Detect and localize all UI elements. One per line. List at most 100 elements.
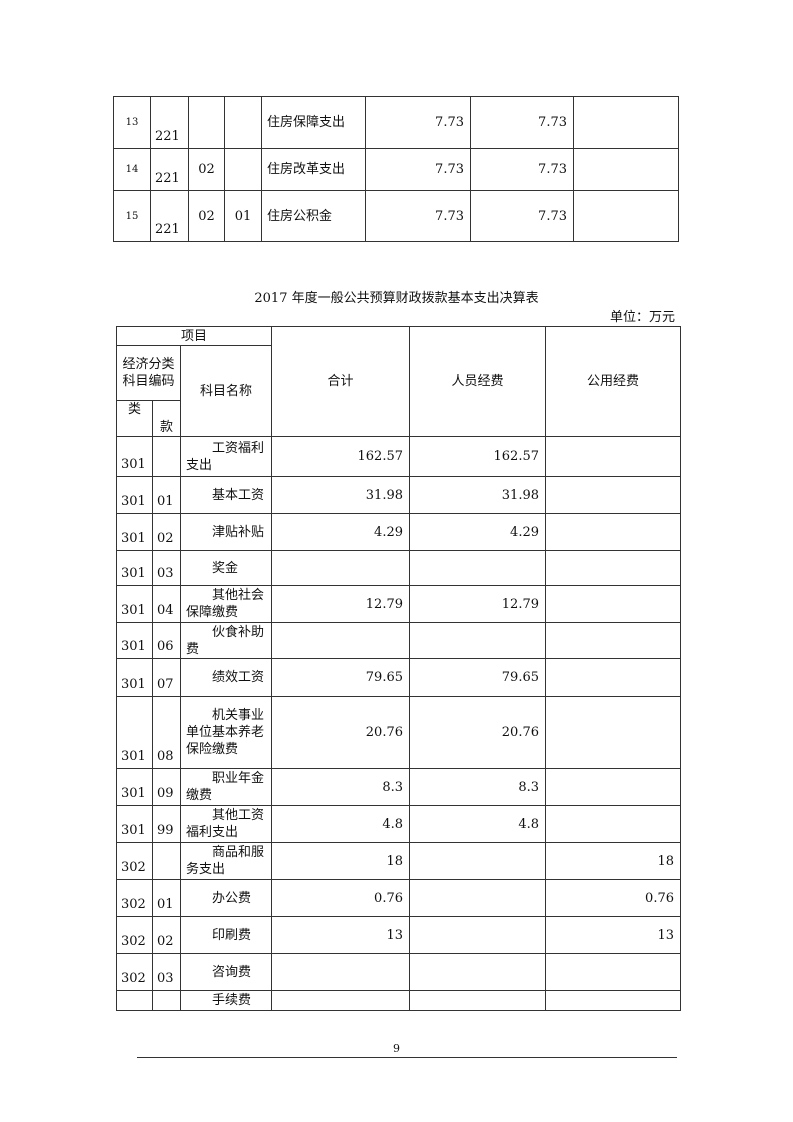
code-kuan: 02 xyxy=(188,190,225,242)
row-number: 14 xyxy=(113,148,151,191)
value-personnel: 8.3 xyxy=(409,768,546,806)
item-name: 手续费 xyxy=(180,990,272,1011)
code-lei: 221 xyxy=(150,148,189,191)
table-row: 14 221 02 住房改革支出 7.73 7.73 xyxy=(113,148,679,191)
table-row: 301 06 伙食补助费 xyxy=(116,622,681,659)
table-row: 手续费 xyxy=(116,990,681,1011)
code-kuan: 01 xyxy=(152,476,181,514)
item-name: 住房保障支出 xyxy=(261,96,366,149)
value-basic: 7.73 xyxy=(470,148,574,191)
value-personnel: 12.79 xyxy=(409,585,546,623)
row-number: 13 xyxy=(113,96,151,149)
value-total xyxy=(271,990,410,1011)
page-number: 9 xyxy=(393,1042,400,1055)
value-total: 0.76 xyxy=(271,879,410,917)
code-kuan: 08 xyxy=(152,696,181,769)
value-total: 13 xyxy=(271,916,410,954)
value-total: 162.57 xyxy=(271,436,410,477)
value-total xyxy=(271,550,410,586)
value-basic: 7.73 xyxy=(470,190,574,242)
value-public xyxy=(545,658,681,697)
code-kuan: 99 xyxy=(152,805,181,843)
header-name: 科目名称 xyxy=(180,345,272,437)
header-lei: 类 xyxy=(116,400,153,437)
value-public xyxy=(545,550,681,586)
value-personnel xyxy=(409,990,546,1011)
code-kuan: 02 xyxy=(152,513,181,551)
table-title: 2017 年度一般公共预算财政拨款基本支出决算表 xyxy=(254,291,539,306)
code-lei: 301 xyxy=(116,622,153,659)
item-name: 伙食补助费 xyxy=(180,622,272,659)
value-public: 0.76 xyxy=(545,879,681,917)
value-personnel: 79.65 xyxy=(409,658,546,697)
item-name: 其他社会保障缴费 xyxy=(180,585,272,623)
code-kuan xyxy=(152,842,181,880)
value-total: 20.76 xyxy=(271,696,410,769)
code-kuan: 03 xyxy=(152,550,181,586)
value-total: 31.98 xyxy=(271,476,410,514)
value-personnel: 20.76 xyxy=(409,696,546,769)
code-xiang xyxy=(224,148,262,191)
table-row: 302 01 办公费 0.76 0.76 xyxy=(116,879,681,917)
value-public xyxy=(545,585,681,623)
header-code: 经济分类科目编码 xyxy=(116,345,181,401)
table-row: 301 工资福利支出 162.57 162.57 xyxy=(116,436,681,477)
item-name: 津贴补贴 xyxy=(180,513,272,551)
value-total xyxy=(271,953,410,991)
value-personnel xyxy=(409,842,546,880)
item-name: 基本工资 xyxy=(180,476,272,514)
value-personnel xyxy=(409,622,546,659)
item-name: 办公费 xyxy=(180,879,272,917)
code-kuan: 02 xyxy=(188,148,225,191)
code-kuan: 02 xyxy=(152,916,181,954)
code-kuan xyxy=(152,436,181,477)
item-name: 工资福利支出 xyxy=(180,436,272,477)
footer-divider xyxy=(137,1057,677,1058)
table-row: 301 08 机关事业单位基本养老保险缴费 20.76 20.76 xyxy=(116,696,681,769)
value-public xyxy=(545,990,681,1011)
value-personnel: 4.29 xyxy=(409,513,546,551)
value-personnel: 31.98 xyxy=(409,476,546,514)
code-kuan xyxy=(152,990,181,1011)
unit-label: 单位：万元 xyxy=(609,310,675,325)
code-lei: 301 xyxy=(116,658,153,697)
value-total: 12.79 xyxy=(271,585,410,623)
code-kuan: 01 xyxy=(152,879,181,917)
item-name: 其他工资福利支出 xyxy=(180,805,272,843)
value-total: 7.73 xyxy=(365,96,471,149)
item-name: 咨询费 xyxy=(180,953,272,991)
item-name: 机关事业单位基本养老保险缴费 xyxy=(180,696,272,769)
item-name: 商品和服务支出 xyxy=(180,842,272,880)
item-name: 职业年金缴费 xyxy=(180,768,272,806)
value-personnel xyxy=(409,916,546,954)
table-row: 301 01 基本工资 31.98 31.98 xyxy=(116,476,681,514)
code-lei: 301 xyxy=(116,513,153,551)
value-public xyxy=(545,953,681,991)
item-name: 绩效工资 xyxy=(180,658,272,697)
value-personnel xyxy=(409,879,546,917)
code-lei: 301 xyxy=(116,696,153,769)
value-total: 79.65 xyxy=(271,658,410,697)
value-public xyxy=(545,436,681,477)
code-kuan: 06 xyxy=(152,622,181,659)
value-personnel xyxy=(409,953,546,991)
code-kuan: 03 xyxy=(152,953,181,991)
value-public xyxy=(545,696,681,769)
code-kuan: 09 xyxy=(152,768,181,806)
table-row: 301 07 绩效工资 79.65 79.65 xyxy=(116,658,681,697)
item-name: 住房改革支出 xyxy=(261,148,366,191)
value-basic: 7.73 xyxy=(470,96,574,149)
item-name: 奖金 xyxy=(180,550,272,586)
code-xiang: 01 xyxy=(224,190,262,242)
top-table: 13 221 住房保障支出 7.73 7.73 14 221 02 住房改革支出 7.73 7.73… xyxy=(113,96,679,242)
code-kuan: 04 xyxy=(152,585,181,623)
table-row: 15 221 02 01 住房公积金 7.73 7.73 xyxy=(113,190,679,242)
table-row: 301 02 津贴补贴 4.29 4.29 xyxy=(116,513,681,551)
code-lei: 221 xyxy=(150,96,189,149)
code-xiang xyxy=(224,96,262,149)
value-public xyxy=(545,513,681,551)
code-lei: 301 xyxy=(116,768,153,806)
header-personnel: 人员经费 xyxy=(409,326,546,437)
table-row: 302 03 咨询费 xyxy=(116,953,681,991)
